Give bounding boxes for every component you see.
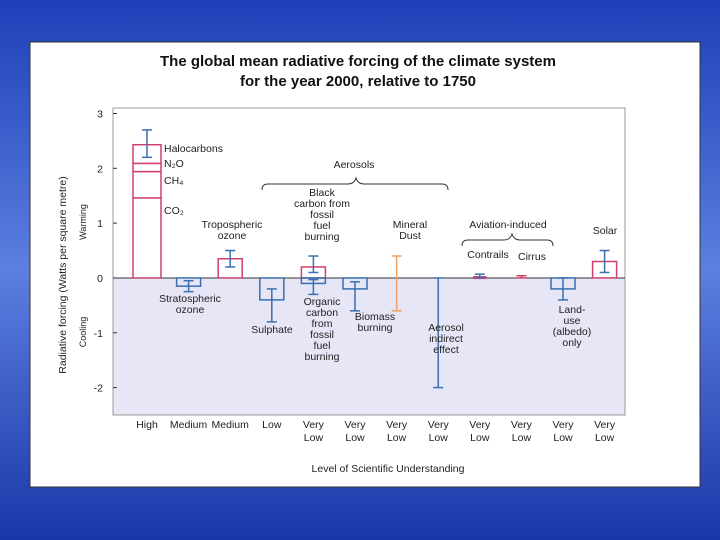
forcing-label: use xyxy=(564,315,581,327)
x-tick-label: Low xyxy=(429,432,449,444)
forcing-label: Black xyxy=(309,187,335,199)
forcing-label: (albedo) xyxy=(553,326,592,338)
x-tick-label: Very xyxy=(552,419,574,431)
y-tick-label: 1 xyxy=(97,218,103,230)
x-tick-label: Very xyxy=(511,419,533,431)
forcing-label: ozone xyxy=(218,230,247,242)
forcing-label: Cirrus xyxy=(518,251,546,263)
forcing-label: from xyxy=(312,318,333,330)
forcing-label: Aerosol xyxy=(428,322,464,334)
forcing-label: carbon xyxy=(306,307,338,319)
x-tick-label: Low xyxy=(553,432,573,444)
segment-label: N₂O xyxy=(164,158,184,170)
x-tick-label: Low xyxy=(470,432,490,444)
forcing-label: Contrails xyxy=(467,249,508,261)
x-axis-label: Level of Scientific Understanding xyxy=(312,463,465,475)
forcing-label: Mineral xyxy=(393,219,427,231)
forcing-label: Organic xyxy=(304,296,341,308)
x-tick-label: Low xyxy=(304,432,324,444)
forcing-label: Tropospheric xyxy=(202,219,263,231)
forcing-label: burning xyxy=(357,322,392,334)
x-tick-label: Very xyxy=(469,419,491,431)
x-tick-label: Medium xyxy=(212,419,250,431)
forcing-label: indirect xyxy=(429,333,463,345)
bar-segment xyxy=(132,162,162,173)
x-tick-label: Low xyxy=(512,432,532,444)
y-tick-label: -1 xyxy=(94,328,103,340)
forcing-label: fossil xyxy=(310,329,334,341)
forcing-label: only xyxy=(562,337,582,349)
forcing-label: burning xyxy=(304,351,339,363)
aviation-brace xyxy=(461,232,554,247)
forcing-label: fossil xyxy=(310,209,334,221)
x-tick-label: Very xyxy=(303,419,325,431)
forcing-label: carbon from xyxy=(294,198,350,210)
forcing-label: ozone xyxy=(176,304,205,316)
forcing-label: burning xyxy=(304,231,339,243)
title-line: for the year 2000, relative to 1750 xyxy=(240,73,476,90)
annotation: Aviation-induced xyxy=(469,219,547,231)
bar-segment xyxy=(132,170,162,199)
x-tick-label: Very xyxy=(594,419,616,431)
forcing-label: fuel xyxy=(314,340,331,352)
forcing-label: Solar xyxy=(593,225,618,237)
x-tick-label: Very xyxy=(386,419,408,431)
forcing-label: Stratospheric xyxy=(159,293,221,305)
x-tick-label: Low xyxy=(387,432,407,444)
forcing-label: Dust xyxy=(399,230,421,242)
y-axis-label: Radiative forcing (Watts per square metr… xyxy=(57,176,69,373)
x-tick-label: High xyxy=(136,419,158,431)
cooling-label: Cooling xyxy=(78,317,88,348)
x-tick-label: Low xyxy=(595,432,615,444)
y-tick-label: 0 xyxy=(97,273,103,285)
x-tick-label: Very xyxy=(428,419,450,431)
forcing-label: effect xyxy=(433,344,459,356)
y-tick-label: 3 xyxy=(97,108,103,120)
forcing-label: fuel xyxy=(314,220,331,232)
segment-label: CH₄ xyxy=(164,175,183,187)
forcing-label: Biomass xyxy=(355,311,395,323)
segment-label: CO₂ xyxy=(164,205,184,217)
y-tick-label: -2 xyxy=(94,383,103,395)
x-tick-label: Very xyxy=(344,419,366,431)
y-tick-label: 2 xyxy=(97,163,103,175)
forcing-label: Sulphate xyxy=(251,324,293,336)
forcing-label: Land- xyxy=(559,304,586,316)
x-tick-label: Low xyxy=(345,432,365,444)
title-line: The global mean radiative forcing of the… xyxy=(160,53,556,70)
aerosols-brace xyxy=(261,176,449,191)
cooling-area xyxy=(113,277,625,415)
x-tick-label: Medium xyxy=(170,419,208,431)
plot-frame xyxy=(112,107,626,416)
segment-label: Halocarbons xyxy=(164,143,223,155)
bar-segment xyxy=(132,197,162,279)
annotation: Aerosols xyxy=(334,159,375,171)
x-tick-label: Low xyxy=(262,419,282,431)
warming-label: Warming xyxy=(78,204,88,240)
